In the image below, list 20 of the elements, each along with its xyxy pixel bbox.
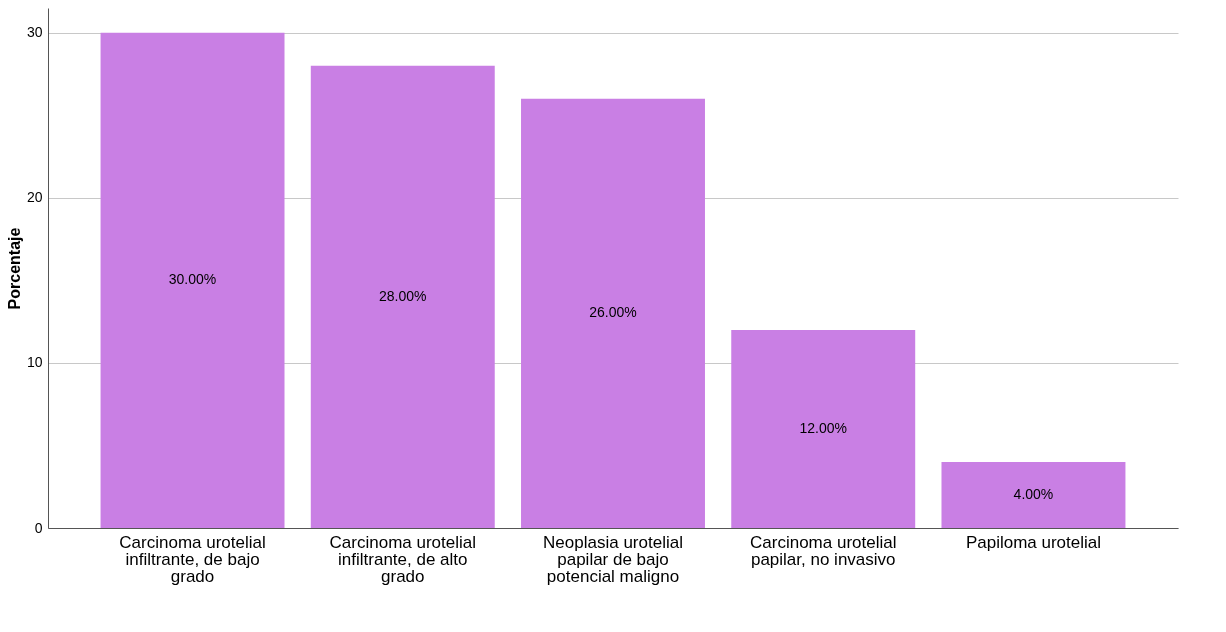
y-axis-title: Porcentaje (5, 227, 23, 310)
data-label: 28.00% (379, 287, 427, 304)
y-tick-label: 30 (26, 24, 43, 41)
y-tick-label: 0 (34, 519, 43, 536)
data-label: 30.00% (168, 271, 217, 288)
data-label: 26.00% (589, 304, 637, 321)
bar (310, 65, 495, 528)
x-tick-label: Carcinoma urotelial papilar, no invasivo (750, 532, 897, 569)
x-tick-label: Carcinoma urotelial infiltrante, de bajo grado (119, 532, 266, 586)
y-tick-label: 20 (26, 189, 43, 206)
data-label: 4.00% (1013, 485, 1054, 502)
x-tick-label: Carcinoma urotelial infiltrante, de alto grado (329, 532, 476, 586)
bar (941, 461, 1126, 528)
x-tick-label: Papiloma urotelial (965, 532, 1102, 552)
x-tick-label: Neoplasia urotelial papilar de bajo potencial maligno (543, 532, 683, 586)
bar (521, 98, 705, 528)
y-tick-label: 10 (26, 354, 43, 371)
bar (100, 32, 285, 528)
bar (731, 329, 916, 528)
data-label: 12.00% (799, 419, 847, 436)
